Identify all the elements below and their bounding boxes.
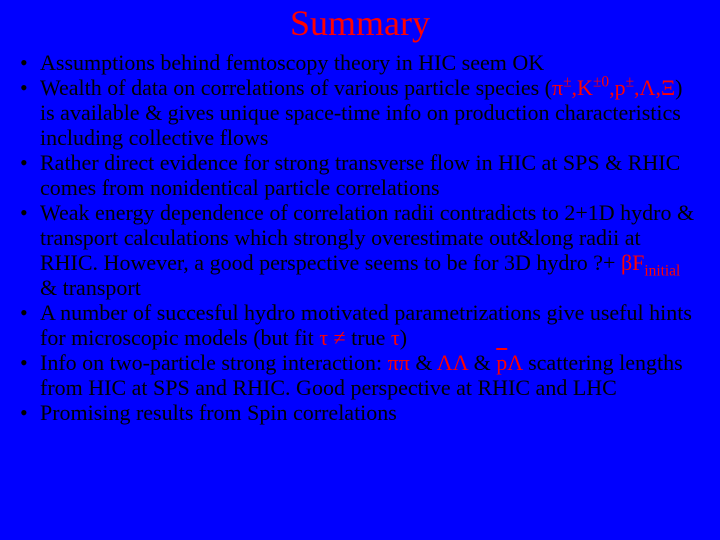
bullet-icon: •	[20, 400, 40, 425]
title-text: Summary	[290, 3, 430, 43]
list-item: •Rather direct evidence for strong trans…	[38, 150, 702, 200]
list-item: •Assumptions behind femtoscopy theory in…	[38, 50, 702, 75]
list-item: •Promising results from Spin correlation…	[38, 400, 702, 425]
list-item: •A number of succesful hydro motivated p…	[38, 300, 702, 350]
bullet-icon: •	[20, 50, 40, 75]
list-item-text: Wealth of data on correlations of variou…	[40, 75, 702, 150]
list-item-text: Weak energy dependence of correlation ra…	[40, 200, 702, 300]
bullet-icon: •	[20, 350, 40, 375]
bullet-icon: •	[20, 300, 40, 325]
bullet-icon: •	[20, 150, 40, 175]
bullet-list: •Assumptions behind femtoscopy theory in…	[0, 50, 720, 425]
list-item: •Info on two-particle strong interaction…	[38, 350, 702, 400]
slide-title: Summary	[0, 0, 720, 50]
list-item: •Wealth of data on correlations of vario…	[38, 75, 702, 150]
list-item-text: A number of succesful hydro motivated pa…	[40, 300, 702, 350]
bullet-icon: •	[20, 75, 40, 100]
bullet-icon: •	[20, 200, 40, 225]
list-item-text: Promising results from Spin correlations	[40, 400, 702, 425]
list-item-text: Rather direct evidence for strong transv…	[40, 150, 702, 200]
list-item-text: Assumptions behind femtoscopy theory in …	[40, 50, 702, 75]
list-item: •Weak energy dependence of correlation r…	[38, 200, 702, 300]
list-item-text: Info on two-particle strong interaction:…	[40, 350, 702, 400]
